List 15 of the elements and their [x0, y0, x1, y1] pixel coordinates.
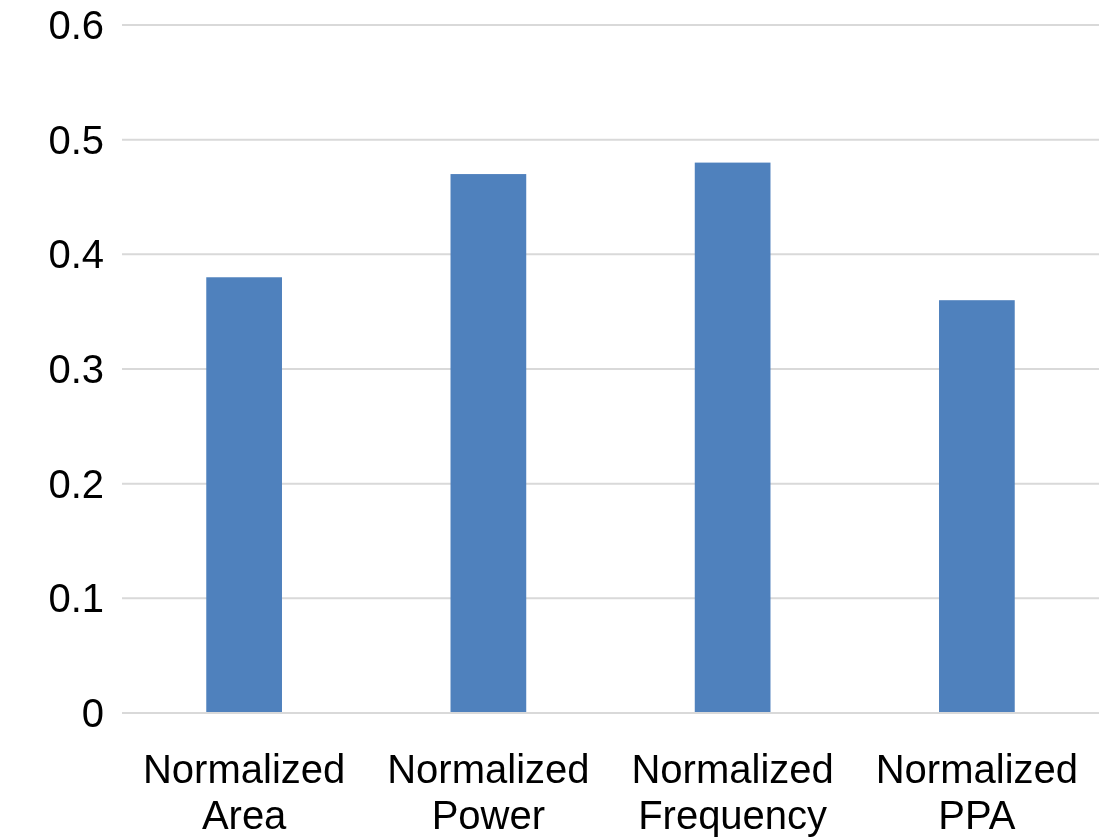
x-tick-label: Normalized Area — [142, 747, 346, 837]
y-tick-label: 0.4 — [48, 232, 104, 277]
y-tick-label: 0.1 — [48, 576, 104, 621]
x-tick-label: Normalized Frequency — [631, 747, 834, 837]
bar — [450, 174, 527, 713]
y-tick-label: 0.5 — [48, 117, 104, 162]
x-tick-label: Normalized PPA — [875, 747, 1079, 837]
y-tick-label: 0.3 — [48, 347, 104, 391]
x-tick-label: Normalized Power — [387, 747, 590, 837]
bar — [206, 277, 282, 713]
y-tick-label: 0 — [81, 691, 104, 735]
y-tick-label: 0.6 — [48, 3, 104, 47]
bar — [939, 300, 1015, 713]
bar — [694, 162, 771, 713]
y-tick-label: 0.2 — [48, 461, 104, 506]
